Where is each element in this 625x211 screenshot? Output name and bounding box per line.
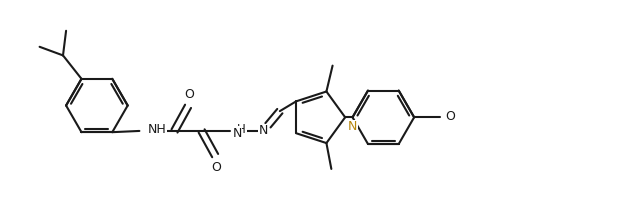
Text: O: O bbox=[211, 161, 221, 174]
Text: NH: NH bbox=[148, 123, 167, 136]
Text: N: N bbox=[348, 120, 358, 133]
Text: N: N bbox=[259, 124, 268, 137]
Text: O: O bbox=[445, 110, 455, 123]
Text: N: N bbox=[232, 127, 242, 140]
Text: O: O bbox=[184, 88, 194, 101]
Text: H: H bbox=[238, 123, 246, 136]
